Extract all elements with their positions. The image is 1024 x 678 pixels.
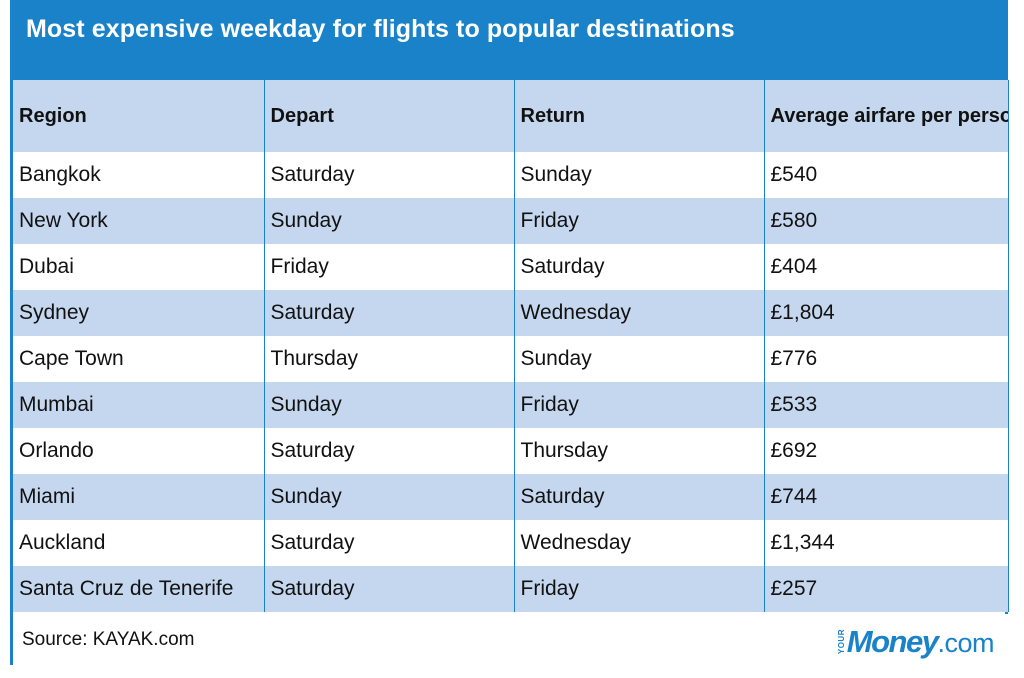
page-title: Most expensive weekday for flights to po… — [26, 15, 735, 43]
cell-region: Orlando — [13, 428, 265, 474]
cell-return: Sunday — [513, 336, 765, 382]
cell-depart: Sunday — [263, 198, 515, 244]
table-row: Mumbai Sunday Friday £533 — [13, 382, 1009, 428]
table-row: Auckland Saturday Wednesday £1,344 — [13, 520, 1009, 566]
cell-region: New York — [13, 198, 265, 244]
table-header-row: Region Depart Return Average airfare per… — [13, 80, 1009, 152]
cell-depart: Saturday — [263, 520, 515, 566]
cell-fare: £257 — [763, 566, 1009, 612]
logo-money: Money — [846, 624, 939, 659]
cell-return: Wednesday — [513, 520, 765, 566]
cell-return: Thursday — [513, 428, 765, 474]
cell-return: Friday — [513, 198, 765, 244]
logo-dotcom: .com — [937, 628, 994, 658]
cell-fare: £533 — [763, 382, 1009, 428]
cell-return: Wednesday — [513, 290, 765, 336]
airfare-table: Region Depart Return Average airfare per… — [13, 80, 1009, 612]
cell-depart: Saturday — [263, 152, 515, 198]
cell-fare: £540 — [763, 152, 1009, 198]
cell-fare: £1,804 — [763, 290, 1009, 336]
title-bar: Most expensive weekday for flights to po… — [13, 3, 1005, 80]
cell-depart: Saturday — [263, 566, 515, 612]
cell-region: Auckland — [13, 520, 265, 566]
logo-your: YOUR — [836, 629, 846, 655]
cell-return: Friday — [513, 382, 765, 428]
cell-depart: Thursday — [263, 336, 515, 382]
cell-depart: Sunday — [263, 474, 515, 520]
table-row: Dubai Friday Saturday £404 — [13, 244, 1009, 290]
table-row: Sydney Saturday Wednesday £1,804 — [13, 290, 1009, 336]
cell-region: Mumbai — [13, 382, 265, 428]
cell-region: Bangkok — [13, 152, 265, 198]
cell-depart: Saturday — [263, 428, 515, 474]
table-row: Bangkok Saturday Sunday £540 — [13, 152, 1009, 198]
cell-fare: £744 — [763, 474, 1009, 520]
table-row: New York Sunday Friday £580 — [13, 198, 1009, 244]
cell-fare: £1,344 — [763, 520, 1009, 566]
cell-fare: £692 — [763, 428, 1009, 474]
cell-fare: £776 — [763, 336, 1009, 382]
cell-region: Sydney — [13, 290, 265, 336]
column-header-return: Return — [513, 80, 765, 152]
table-row: Cape Town Thursday Sunday £776 — [13, 336, 1009, 382]
table-row: Miami Sunday Saturday £744 — [13, 474, 1009, 520]
cell-fare: £404 — [763, 244, 1009, 290]
cell-depart: Friday — [263, 244, 515, 290]
column-header-depart: Depart — [263, 80, 515, 152]
cell-return: Saturday — [513, 244, 765, 290]
cell-region: Dubai — [13, 244, 265, 290]
column-header-region: Region — [13, 80, 265, 152]
cell-depart: Saturday — [263, 290, 515, 336]
cell-region: Miami — [13, 474, 265, 520]
cell-return: Friday — [513, 566, 765, 612]
column-header-fare: Average airfare per person — [763, 80, 1009, 152]
cell-fare: £580 — [763, 198, 1009, 244]
table-row: Orlando Saturday Thursday £692 — [13, 428, 1009, 474]
yourmoney-logo: YOUR Money .com — [836, 624, 995, 660]
source-note: Source: KAYAK.com — [22, 629, 195, 650]
table-frame: Most expensive weekday for flights to po… — [10, 0, 1009, 666]
cell-region: Cape Town — [13, 336, 265, 382]
table-row: Santa Cruz de Tenerife Saturday Friday £… — [13, 566, 1009, 612]
cell-depart: Sunday — [263, 382, 515, 428]
cell-region: Santa Cruz de Tenerife — [13, 566, 265, 612]
footer: Source: KAYAK.com YOUR Money .com — [13, 614, 1008, 666]
cell-return: Saturday — [513, 474, 765, 520]
cell-return: Sunday — [513, 152, 765, 198]
